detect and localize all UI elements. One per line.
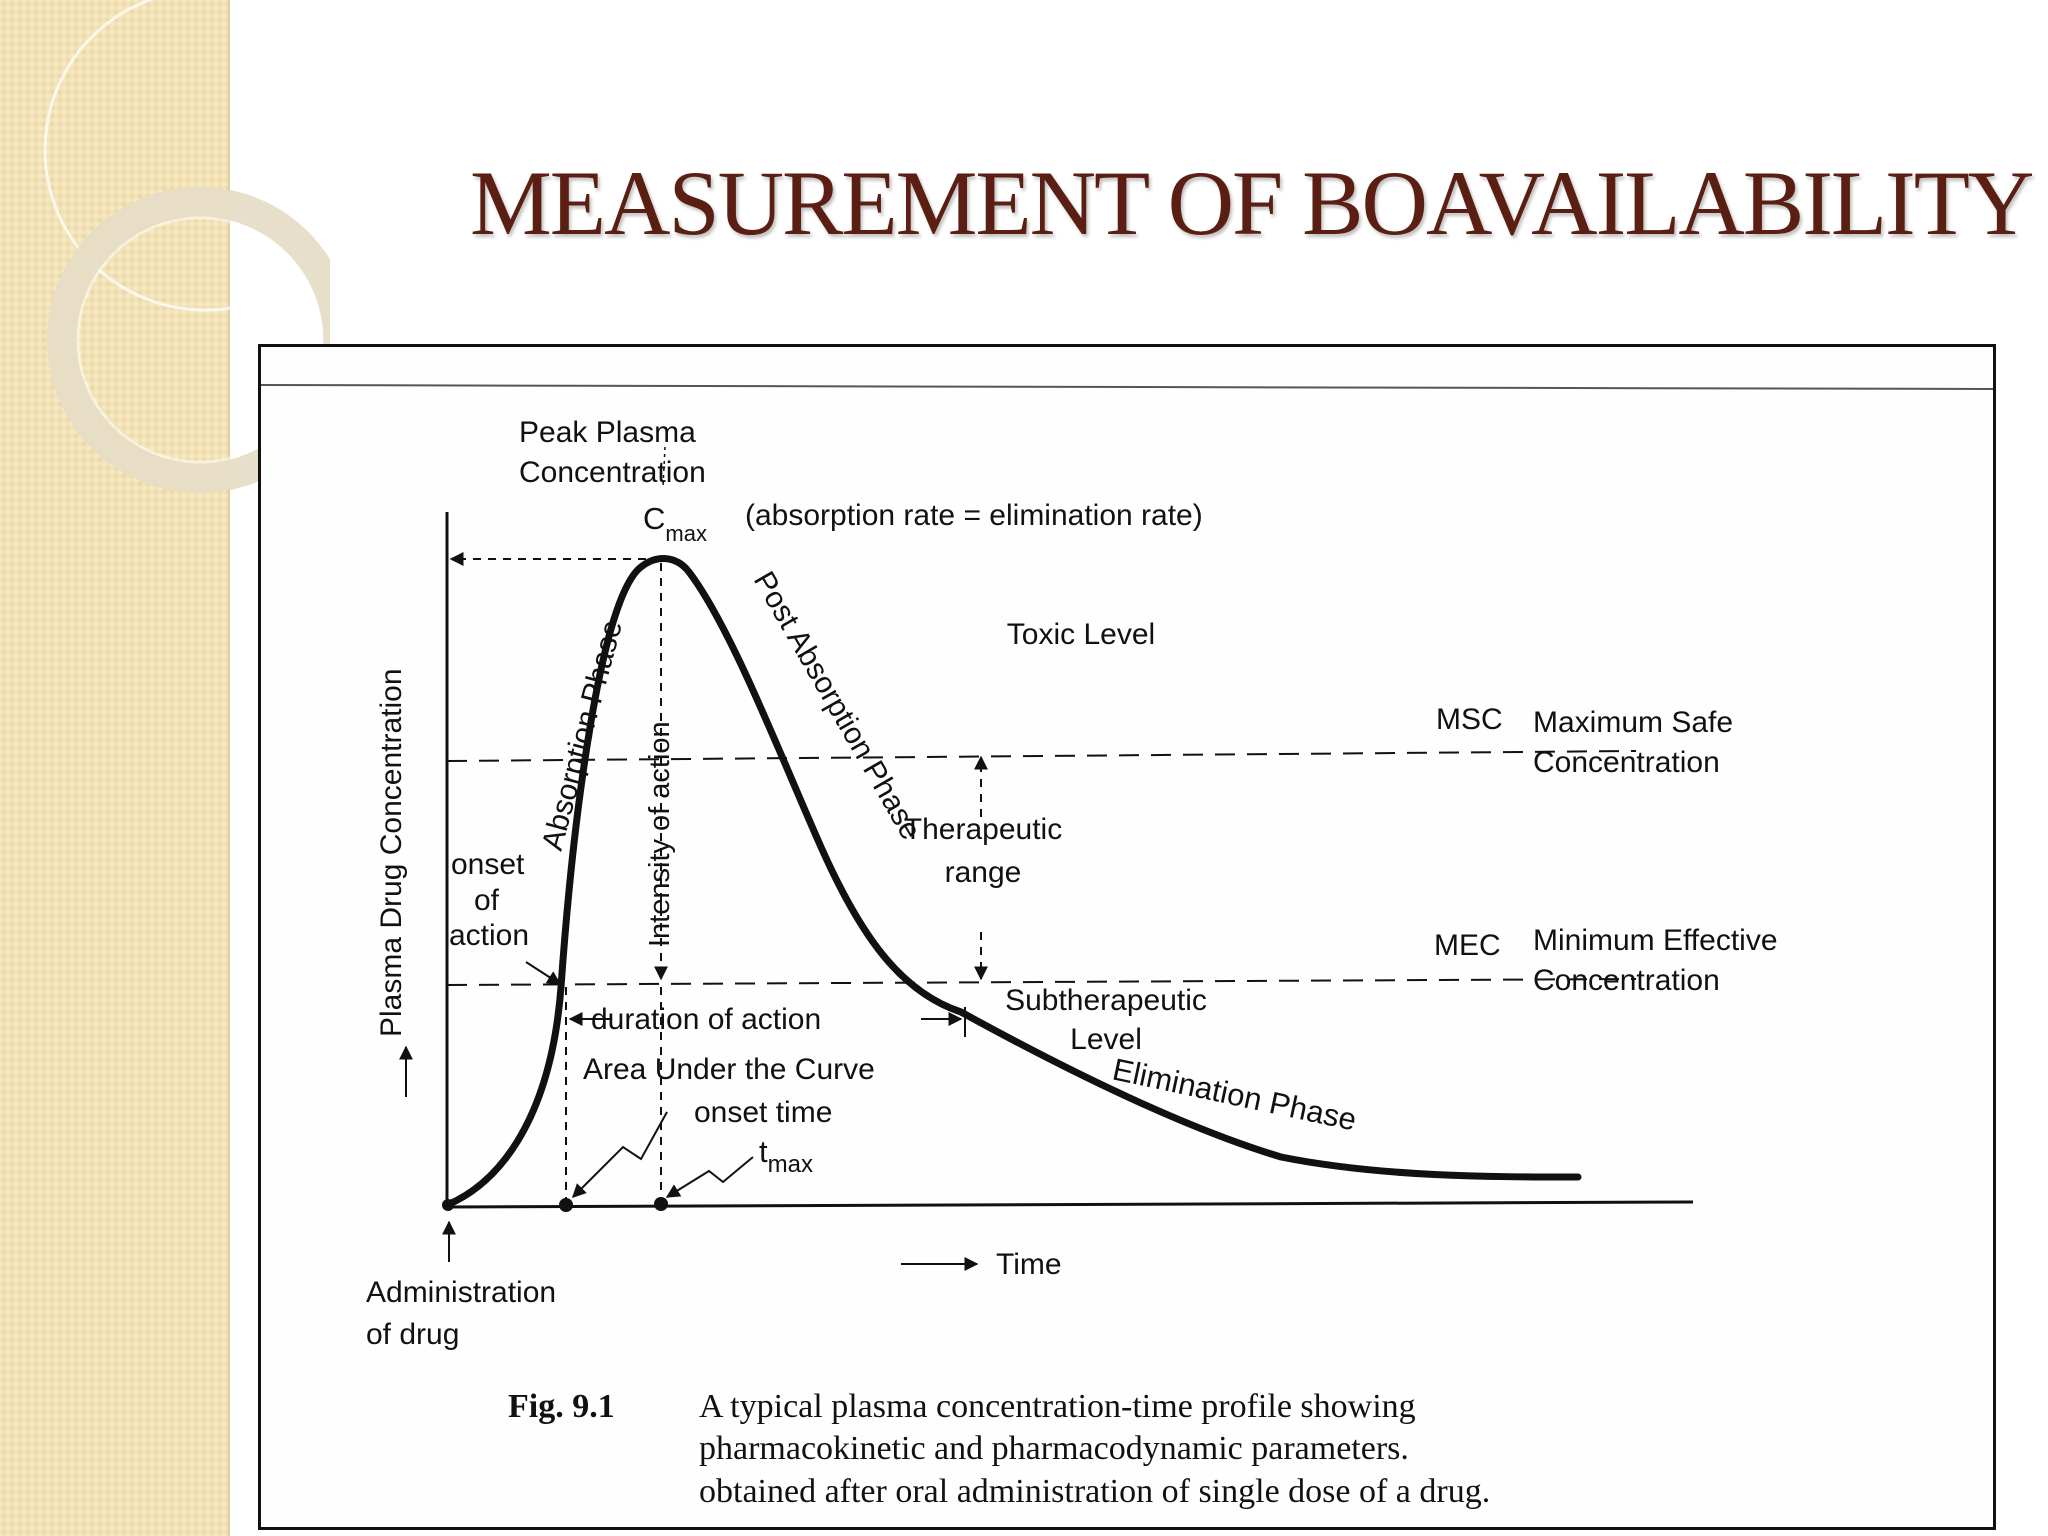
duration-label: duration of action <box>591 1003 821 1036</box>
caption-line3: obtained after oral administration of si… <box>699 1473 1490 1510</box>
tmax-label: tmax <box>759 1134 813 1178</box>
subtherapeutic-label-line1: Subtherapeutic <box>1005 984 1207 1017</box>
deco-ring-inner <box>76 216 324 464</box>
x-axis-label: Time <box>996 1248 1062 1281</box>
mec-label-line2: Concentration <box>1533 964 1720 997</box>
cmax-main: C <box>643 501 665 536</box>
mec-line <box>446 978 1637 986</box>
subtherapeutic-label-line2: Level <box>1070 1023 1142 1056</box>
absorption-phase-label: Absorption Phase <box>536 617 629 854</box>
caption-number: Fig. 9.1 <box>508 1388 615 1425</box>
msc-label-line2: Concentration <box>1533 746 1720 779</box>
decorative-sidebar <box>0 0 230 1536</box>
onset-time-point <box>559 1198 573 1212</box>
onset-action-pointer <box>525 961 562 985</box>
onset-action-line3: action <box>449 919 529 952</box>
onset-action-line2: of <box>474 884 500 917</box>
tmax-leader <box>665 1156 754 1198</box>
tmax-sub: max <box>768 1151 813 1178</box>
plasma-concentration-curve <box>443 555 1582 1209</box>
cmax-label: Cmax <box>643 501 707 546</box>
cmax-sub: max <box>665 521 707 546</box>
decorative-rings <box>43 0 330 493</box>
mec-label-line1: Minimum Effective <box>1533 924 1778 957</box>
toxic-level-label: Toxic Level <box>1007 618 1155 651</box>
administration-point <box>442 1199 454 1211</box>
peak-label-line2: Concentration <box>519 456 706 489</box>
therapeutic-label-line1: Therapeutic <box>904 813 1062 846</box>
tmax-point <box>654 1197 668 1211</box>
elimination-phase-label: Elimination Phase <box>1110 1052 1360 1138</box>
caption-line1: A typical plasma concentration-time prof… <box>699 1388 1416 1425</box>
pk-profile-diagram: Peak Plasma Concentration Cmax (absorpti… <box>261 384 1993 1510</box>
deco-ring-large <box>43 0 330 312</box>
post-absorption-label: Post Absorption Phase <box>747 566 927 845</box>
msc-line <box>446 750 1637 762</box>
auc-label: Area Under the Curve <box>583 1053 875 1086</box>
sidebar-edge <box>228 0 230 1536</box>
administration-label-line1: Administration <box>366 1276 556 1309</box>
peak-label-line1: Peak Plasma <box>519 416 696 449</box>
onset-action-line1: onset <box>451 848 525 881</box>
onset-time-leader <box>572 1111 668 1198</box>
y-axis-label: Plasma Drug Concentration <box>375 668 408 1037</box>
deco-ring-thick <box>47 187 330 493</box>
mec-abbr: MEC <box>1434 929 1501 962</box>
msc-abbr: MSC <box>1436 703 1503 736</box>
caption-line2: pharmacokinetic and pharmacodynamic para… <box>699 1430 1409 1467</box>
onset-time-label: onset time <box>694 1096 832 1129</box>
msc-label-line1: Maximum Safe <box>1533 706 1733 739</box>
slide-title: MEASUREMENT OF BOAVAILABILITY <box>470 152 2034 254</box>
cmax-note: (absorption rate = elimination rate) <box>745 499 1203 532</box>
administration-label-line2: of drug <box>366 1318 459 1351</box>
intensity-label: Intensity of action <box>644 721 676 947</box>
therapeutic-label-line2: range <box>945 856 1022 889</box>
tmax-main: t <box>759 1134 768 1169</box>
x-axis-line <box>446 1200 1694 1209</box>
figure-frame: Peak Plasma Concentration Cmax (absorpti… <box>258 344 1996 1530</box>
scan-top-rule <box>261 384 1993 390</box>
